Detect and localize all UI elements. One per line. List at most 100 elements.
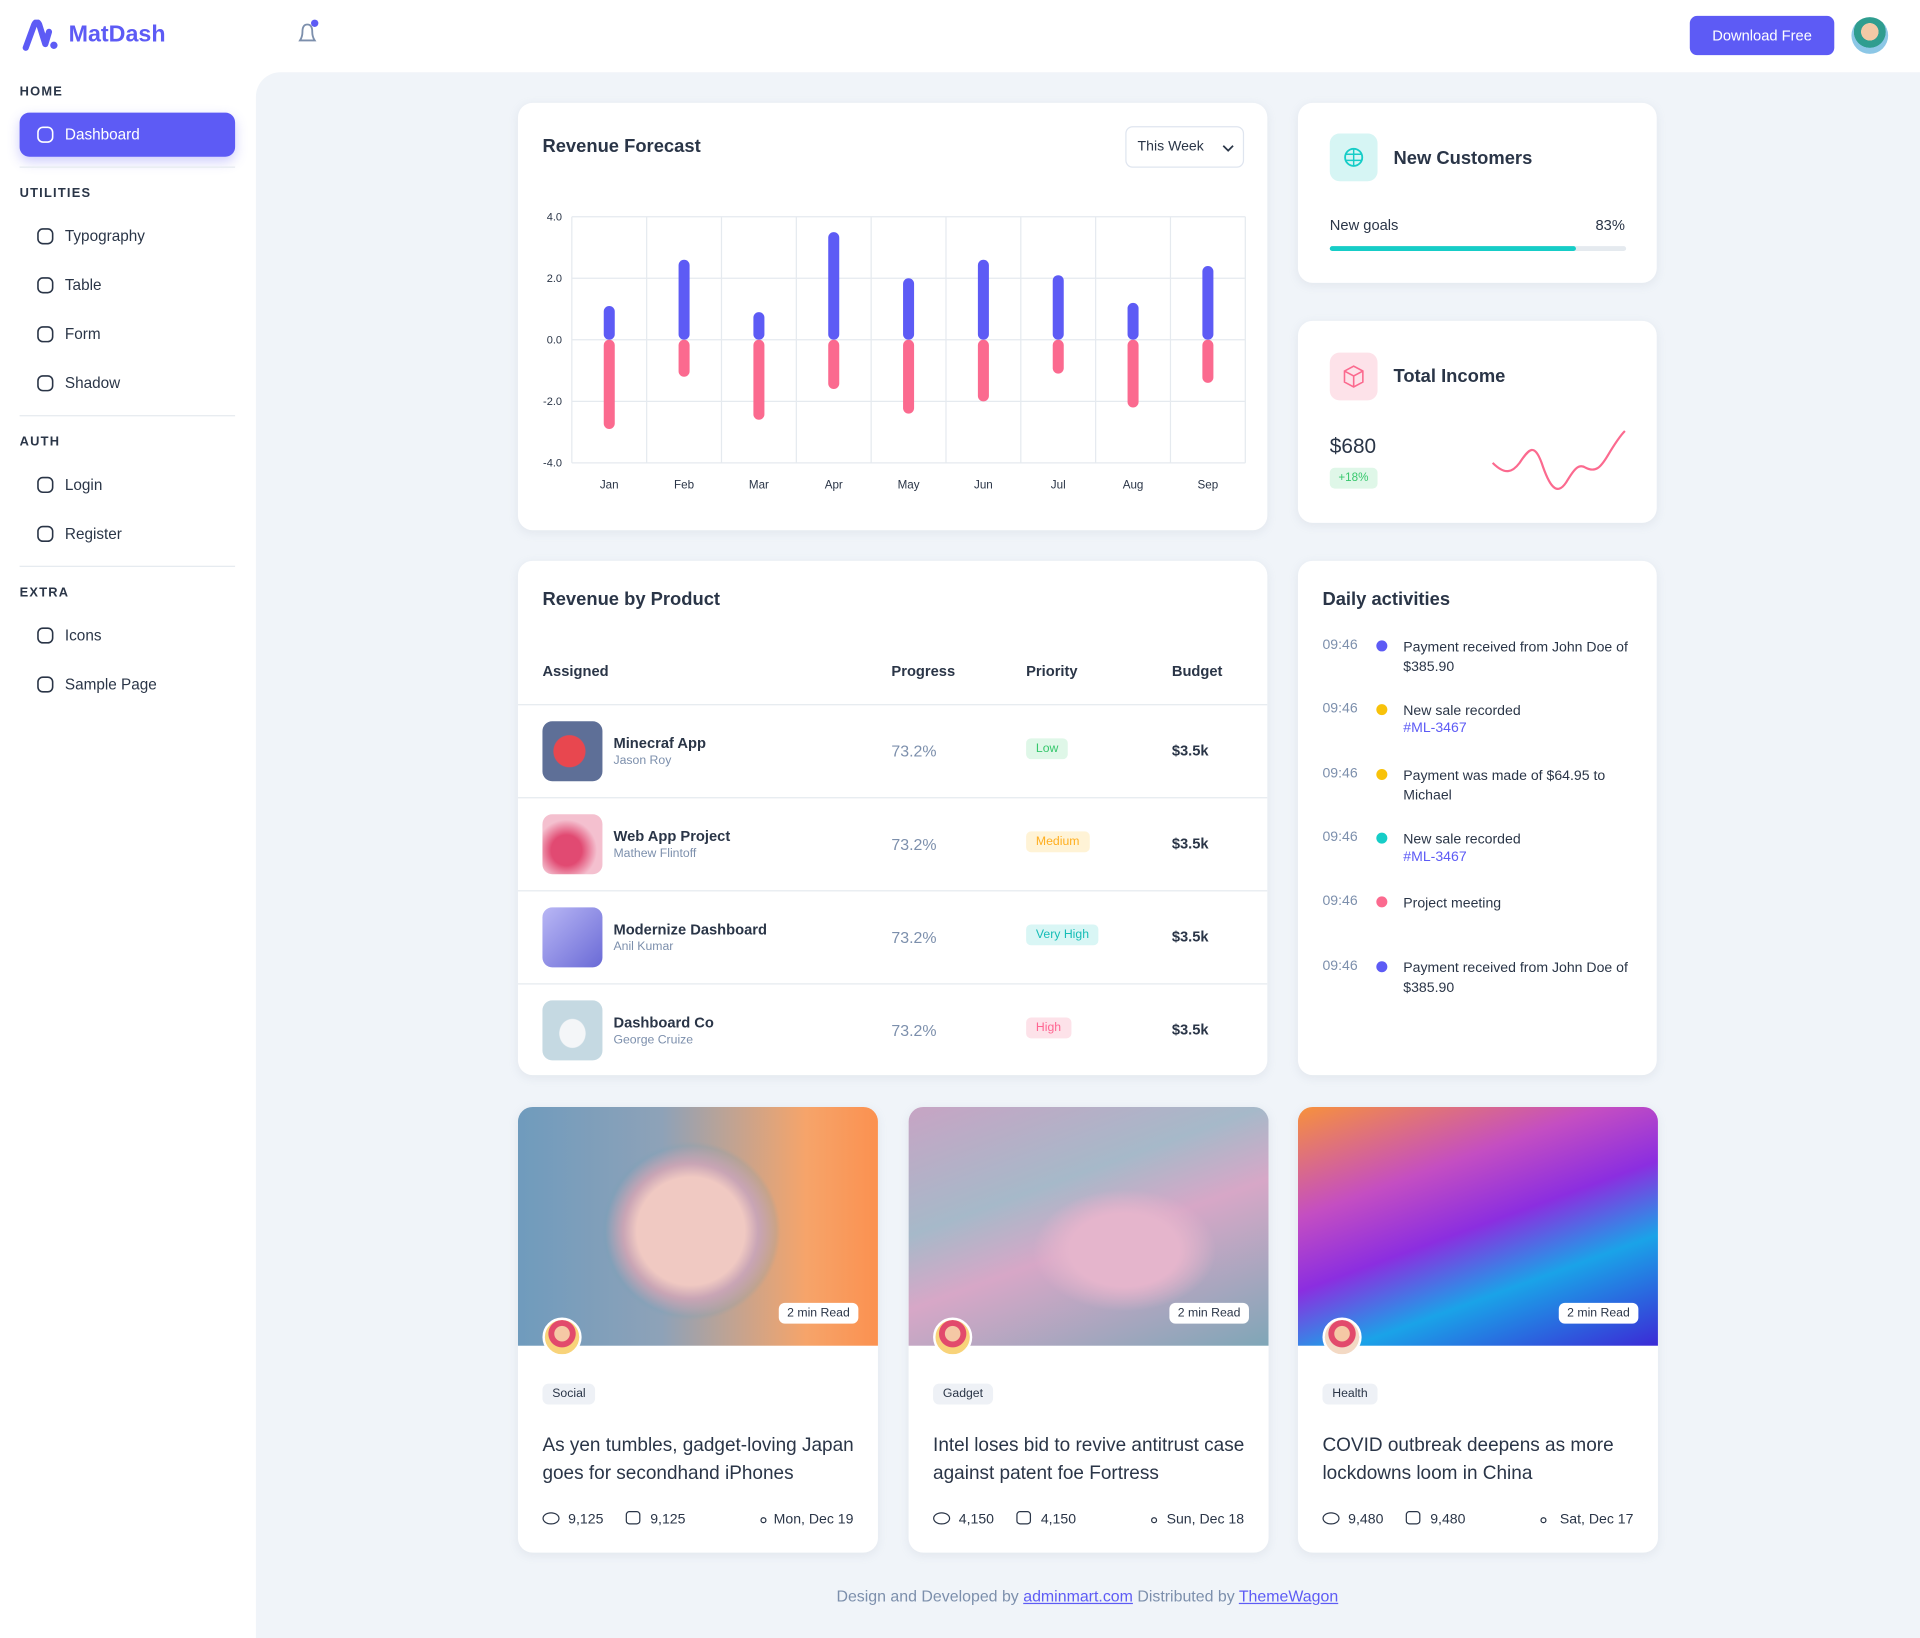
nav-item[interactable]: Register xyxy=(20,512,236,556)
sidebar-divider xyxy=(19,565,236,567)
post-views: 9,480 xyxy=(1348,1512,1384,1527)
period-select-label[interactable]: This Week xyxy=(1137,139,1204,155)
activity-dot xyxy=(1376,832,1388,844)
sidebar-section-title: HOME xyxy=(19,84,64,100)
x-tick-label: Mar xyxy=(749,479,769,492)
nav-icon[interactable] xyxy=(37,126,54,143)
nav-item[interactable]: Typography xyxy=(20,214,236,258)
logo-icon xyxy=(22,19,58,51)
x-tick-label: Jan xyxy=(600,479,619,492)
bar xyxy=(1127,302,1139,340)
date-dot xyxy=(1151,1517,1158,1524)
author-avatar xyxy=(542,1317,582,1357)
comments-icon xyxy=(625,1511,641,1525)
product-name: Dashboard Co xyxy=(613,1013,714,1032)
chevron[interactable] xyxy=(1222,143,1234,153)
product-progress: 73.2% xyxy=(891,835,937,854)
priority-badge: Medium xyxy=(1026,831,1090,853)
activity-link[interactable]: #ML-3467 xyxy=(1403,849,1467,865)
activity-text: Payment received from John Doe of $385.9… xyxy=(1403,960,1628,995)
nav-item[interactable]: Form xyxy=(20,312,236,356)
product-progress: 73.2% xyxy=(891,742,937,761)
nav-item[interactable]: Table xyxy=(20,263,236,307)
nav-icon[interactable] xyxy=(37,228,54,245)
icon-box xyxy=(1329,352,1378,401)
date-dot xyxy=(1540,1517,1547,1524)
user-avatar[interactable] xyxy=(1851,17,1889,54)
read-time: 2 min Read xyxy=(778,1302,859,1324)
activity-link[interactable]: #ML-3467 xyxy=(1403,721,1467,737)
x-tick-label: May xyxy=(898,479,920,492)
card-title: Daily activities xyxy=(1322,588,1451,610)
product-thumbnail xyxy=(542,907,603,968)
nav-icon[interactable] xyxy=(37,676,54,693)
download-button[interactable] xyxy=(1689,15,1835,56)
notification-bell[interactable] xyxy=(294,17,323,49)
nav-label[interactable]: Form xyxy=(64,325,101,343)
footer-link[interactable]: adminmart.com xyxy=(1023,1586,1133,1606)
table-row-divider xyxy=(517,704,1268,706)
nav-item[interactable]: Sample Page xyxy=(20,662,236,706)
nav-item[interactable]: Icons xyxy=(20,613,236,657)
priority-badge: High xyxy=(1026,1017,1071,1039)
nav-icon[interactable] xyxy=(37,375,54,392)
nav-icon[interactable] xyxy=(37,326,54,343)
nav-icon[interactable] xyxy=(37,627,54,644)
period-select[interactable]: This Week xyxy=(1125,126,1245,168)
daily-activities-card: Daily activities 09:46 Payment received fr… xyxy=(1297,560,1657,1076)
nav-label[interactable]: Login xyxy=(64,476,103,494)
x-tick-label: Apr xyxy=(825,479,843,492)
y-tick-label: 4.0 xyxy=(547,211,562,223)
nav-label[interactable]: Table xyxy=(64,276,102,294)
author-avatar xyxy=(933,1317,973,1357)
post-views: 4,150 xyxy=(958,1512,995,1527)
table-row-divider xyxy=(517,983,1268,985)
icon-box xyxy=(1329,133,1378,182)
activity-dot xyxy=(1376,768,1388,780)
download-button-label[interactable]: Download Free xyxy=(1712,26,1812,45)
icon xyxy=(1343,365,1364,388)
activity-time: 09:46 xyxy=(1322,830,1358,845)
nav-icon[interactable] xyxy=(37,525,54,543)
activity-text: Payment received from John Doe of $385.9… xyxy=(1403,640,1628,675)
bar xyxy=(1052,339,1064,374)
activity-dot xyxy=(1376,640,1388,652)
footer-link[interactable]: ThemeWagon xyxy=(1238,1586,1339,1606)
views-icon xyxy=(933,1512,951,1525)
nav-label[interactable]: Typography xyxy=(64,227,145,245)
bar xyxy=(903,278,915,340)
card-title: Revenue Forecast xyxy=(542,135,701,157)
nav-label[interactable]: Sample Page xyxy=(64,675,157,694)
author-avatar xyxy=(1322,1317,1362,1357)
read-time: 2 min Read xyxy=(1169,1302,1249,1324)
nav-label[interactable]: Shadow xyxy=(64,374,121,392)
priority-badge: Low xyxy=(1026,738,1069,760)
nav-icon[interactable] xyxy=(37,277,54,294)
nav-icon[interactable] xyxy=(37,476,54,494)
priority-badge: Very High xyxy=(1026,924,1099,946)
comments-icon xyxy=(1016,1511,1032,1525)
progress-track xyxy=(1329,246,1627,252)
nav-label[interactable]: Icons xyxy=(64,626,102,645)
bar xyxy=(1052,275,1064,340)
table-header: Priority xyxy=(1026,662,1078,680)
x-tick-label: Feb xyxy=(674,479,694,492)
nav-label[interactable]: Register xyxy=(64,525,122,543)
nav-item[interactable]: Shadow xyxy=(20,361,236,405)
x-tick-label: Jun xyxy=(974,479,993,492)
income-amount: $680 xyxy=(1329,434,1377,458)
post-title: COVID outbreak deepens as more lockdowns… xyxy=(1322,1435,1614,1485)
nav-label[interactable]: Dashboard xyxy=(64,126,140,144)
forecast-chart: 4.0 2.0 0.0 -2.0 -4.0 Jan Feb Mar Apr May Jun Jul Au… xyxy=(543,211,1246,492)
table-header: Assigned xyxy=(542,662,609,680)
nav-item[interactable]: Login xyxy=(20,463,236,507)
activity-dot xyxy=(1376,960,1388,972)
activity-text: Project meeting xyxy=(1403,896,1502,912)
card-title: New Customers xyxy=(1393,148,1533,169)
income-sparkline xyxy=(1491,430,1626,490)
post-tag: Health xyxy=(1322,1383,1378,1405)
nav-item-active[interactable]: Dashboard xyxy=(19,112,236,157)
activity-time: 09:46 xyxy=(1322,894,1358,909)
y-tick-label: 0.0 xyxy=(547,334,562,346)
